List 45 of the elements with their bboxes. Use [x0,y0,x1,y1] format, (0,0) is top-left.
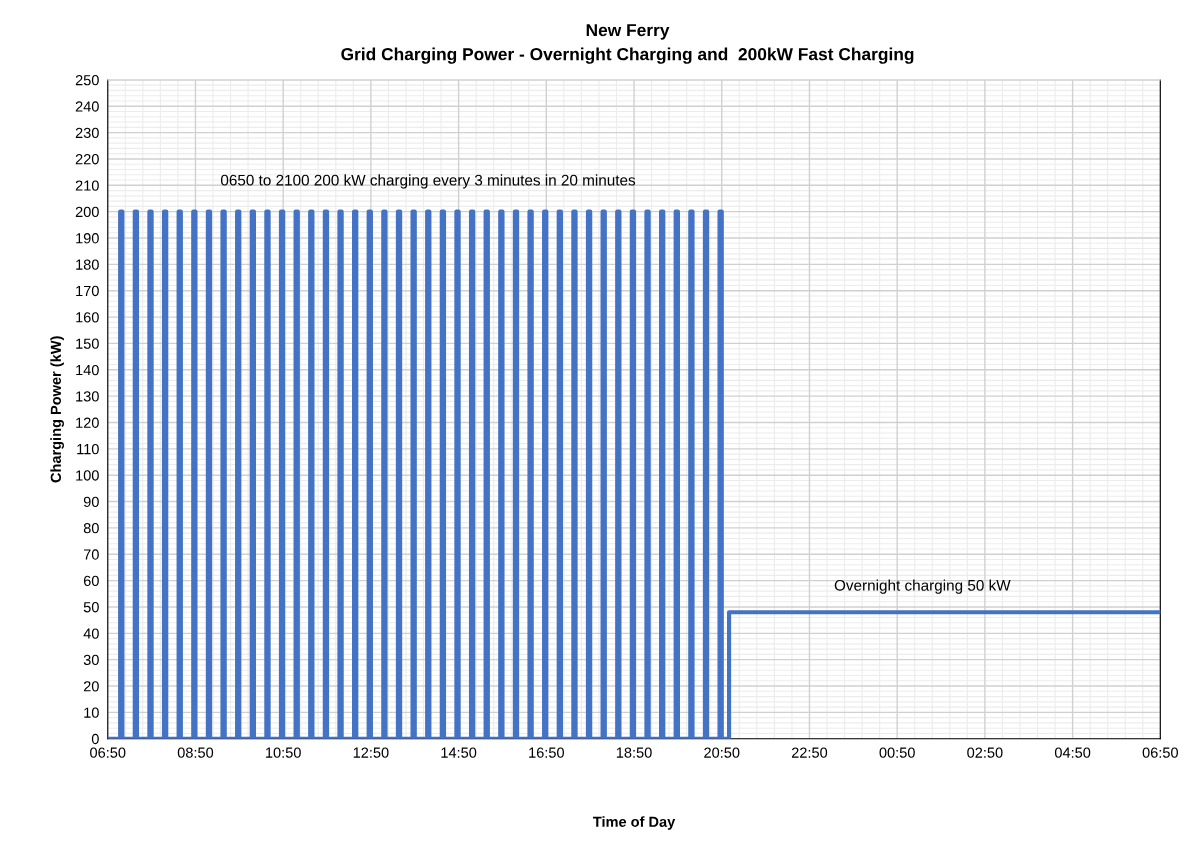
x-tick-label: 10:50 [266,747,301,758]
y-axis-title: Charging Power (kW) [50,336,64,483]
chart-subtitle: Grid Charging Power - Overnight Charging and 200kW Fast Charging [341,47,914,64]
y-tick-label: 110 [77,443,99,455]
y-tick-label: 160 [76,312,99,323]
annotation: Overnight charging 50 kW [834,579,1011,594]
y-tick-label: 40 [83,628,99,639]
y-tick-label: 30 [83,654,99,666]
y-tick-label: 60 [83,575,99,587]
x-tick-label: 18:50 [616,747,652,758]
x-tick-label: 14:50 [441,747,477,758]
y-tick-label: 130 [76,391,99,402]
y-tick-label: 70 [83,549,99,560]
y-tick-label: 220 [75,154,99,165]
x-tick-label: 16:50 [529,747,564,758]
y-tick-label: 180 [76,259,99,270]
x-tick-label: 00:50 [879,747,915,758]
y-tick-label: 90 [83,496,99,507]
y-tick-label: 240 [75,101,99,112]
y-tick-label: 0 [91,733,99,745]
y-tick-label: 250 [75,74,99,86]
x-axis-title: Time of Day [593,816,676,830]
x-tick-label: 04:50 [1054,747,1091,758]
annotation: 0650 to 2100 200 kW charging every 3 minutes in 20 minutes [220,174,636,189]
x-tick-label: 02:50 [967,747,1003,758]
y-tick-label: 230 [75,127,99,139]
x-tick-label: 20:50 [704,747,740,758]
y-tick-label: 120 [76,417,99,428]
y-tick-label: 100 [76,470,99,481]
y-tick-label: 10 [84,707,99,718]
chart-title: New Ferry [586,24,670,40]
x-tick-label: 12:50 [353,747,389,758]
y-tick-label: 140 [76,364,99,376]
y-tick-label: 190 [76,233,99,244]
y-tick-label: 80 [83,523,99,534]
y-tick-label: 210 [75,180,99,191]
y-tick-label: 170 [76,285,99,297]
x-tick-label: 06:50 [1142,747,1178,758]
y-tick-label: 50 [83,602,99,613]
x-tick-label: 06:50 [90,747,126,758]
y-tick-label: 20 [83,681,99,692]
y-tick-label: 200 [75,206,99,218]
x-tick-label: 22:50 [791,747,828,758]
y-tick-label: 150 [76,338,99,349]
x-tick-label: 08:50 [177,747,214,758]
